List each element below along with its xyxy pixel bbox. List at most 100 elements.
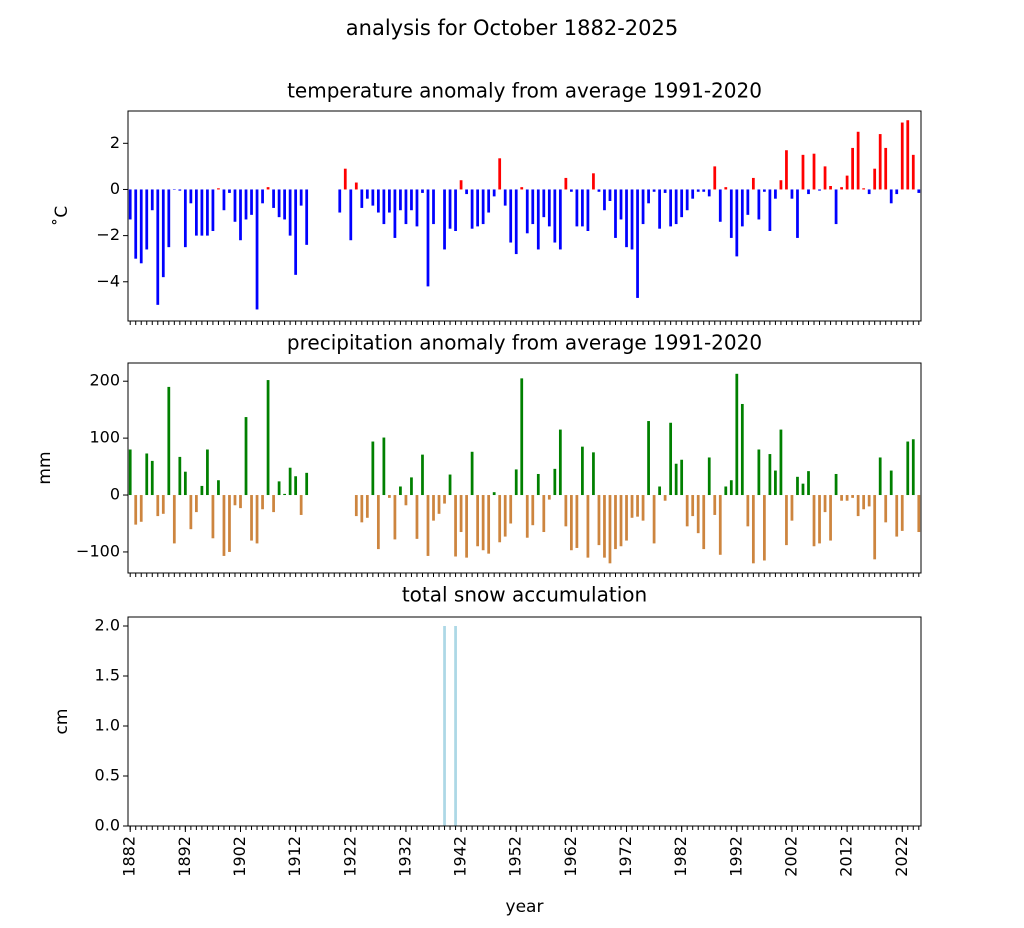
bar <box>305 472 309 496</box>
bar <box>707 457 711 496</box>
axes-title: temperature anomaly from average 1991-20… <box>287 79 762 103</box>
bar <box>498 158 502 190</box>
bar <box>283 493 286 496</box>
bar <box>542 189 546 218</box>
bar <box>647 421 650 496</box>
bar <box>211 189 215 231</box>
bar <box>277 481 281 496</box>
bar <box>492 492 496 496</box>
bar <box>167 189 171 248</box>
bar <box>172 495 176 544</box>
bar <box>558 189 562 250</box>
bar <box>873 495 877 560</box>
x-tick-label: 1902 <box>230 836 249 877</box>
bar <box>768 454 772 496</box>
bar <box>360 495 364 523</box>
axes-frame <box>127 110 922 322</box>
bar <box>195 189 198 236</box>
bar <box>255 189 259 310</box>
bar <box>652 495 656 544</box>
bar <box>746 495 750 527</box>
bar <box>305 189 309 245</box>
bar <box>388 495 391 498</box>
bar <box>476 495 480 547</box>
y-axis-label: ˚C <box>51 206 72 226</box>
bar <box>884 495 888 523</box>
bar <box>619 189 623 220</box>
y-axis-label: cm <box>52 709 72 735</box>
bar <box>592 452 595 496</box>
y-tick-label: 0.5 <box>95 766 120 785</box>
bar <box>465 495 468 558</box>
bar <box>840 495 843 501</box>
bar <box>388 189 391 213</box>
x-tick-label: 1932 <box>395 836 414 877</box>
bar <box>228 495 231 552</box>
bar <box>680 459 684 496</box>
y-tick-label: 200 <box>89 371 120 390</box>
bar <box>674 189 678 225</box>
bar <box>371 189 375 206</box>
bar <box>145 453 149 496</box>
bar <box>553 468 557 496</box>
bar <box>454 626 457 826</box>
bar <box>608 495 612 564</box>
bar <box>222 189 226 211</box>
bar <box>250 495 253 541</box>
figure-title: analysis for October 1882-2025 <box>346 16 678 40</box>
bar <box>917 189 921 193</box>
bar <box>807 189 810 195</box>
bar <box>343 168 347 190</box>
y-tick-label: 1.5 <box>95 666 120 685</box>
bar <box>261 189 264 204</box>
bar <box>917 495 921 533</box>
bar <box>713 495 717 515</box>
bar <box>569 495 573 551</box>
bar <box>531 189 535 225</box>
bar <box>443 495 446 504</box>
bar <box>459 495 463 533</box>
bar <box>421 454 424 496</box>
bar <box>718 495 722 555</box>
y-tick-label: 0 <box>110 485 120 504</box>
bar <box>685 495 689 527</box>
bar <box>597 189 601 192</box>
bar <box>862 188 866 190</box>
bar <box>867 189 871 195</box>
bar <box>288 467 292 496</box>
bar <box>167 386 171 496</box>
bar <box>443 189 446 250</box>
bar <box>619 495 623 547</box>
bar <box>757 449 761 496</box>
bar <box>503 495 507 537</box>
bar <box>895 189 899 195</box>
bar <box>432 495 435 521</box>
bar <box>520 378 524 496</box>
bar <box>900 495 904 531</box>
bar <box>586 495 590 558</box>
bar <box>134 189 138 259</box>
bar <box>393 189 397 238</box>
bar <box>663 495 667 501</box>
bar <box>503 189 507 206</box>
bar <box>338 189 342 213</box>
bar <box>785 495 788 546</box>
bar <box>255 495 259 544</box>
bar <box>845 175 849 190</box>
bar <box>547 495 551 500</box>
bar <box>365 189 369 199</box>
bar <box>365 495 369 518</box>
bar <box>360 189 364 208</box>
bar <box>283 189 286 220</box>
bar <box>161 189 165 278</box>
bar <box>183 189 187 248</box>
bar <box>415 495 419 539</box>
bar <box>867 495 871 507</box>
bar <box>674 463 678 496</box>
bar <box>641 189 645 225</box>
bar <box>856 495 860 517</box>
bar <box>481 189 485 225</box>
bar <box>669 189 673 227</box>
bar <box>415 189 419 227</box>
y-tick-label: 2 <box>110 133 120 152</box>
